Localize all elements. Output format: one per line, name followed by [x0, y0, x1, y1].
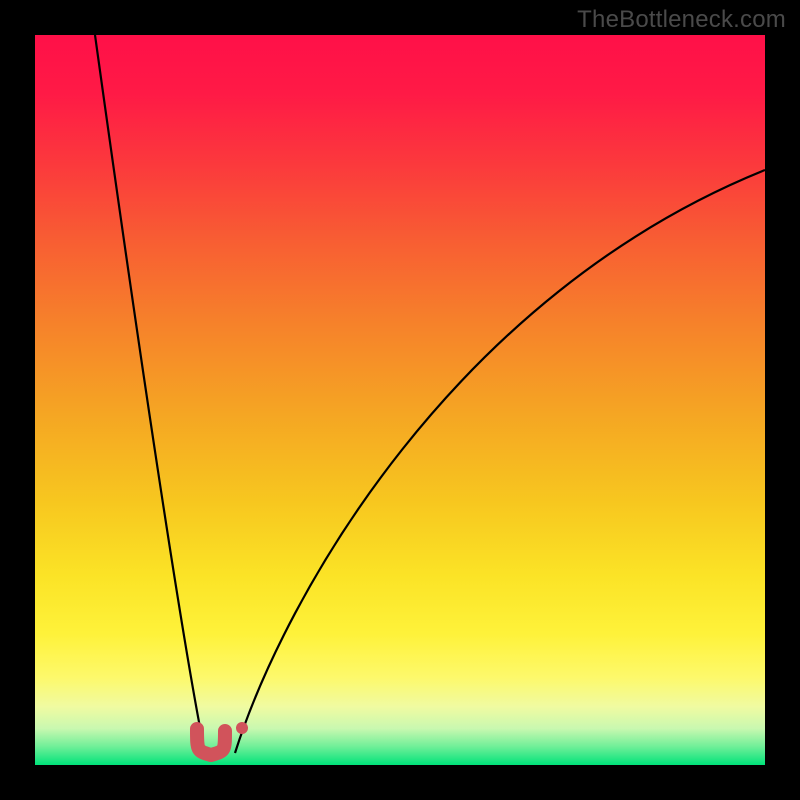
- watermark-text: TheBottleneck.com: [577, 6, 786, 34]
- bottom-u-mark: [197, 729, 225, 755]
- plot-area: [35, 35, 765, 765]
- left-curve: [95, 35, 205, 753]
- curve-overlay: [35, 35, 765, 765]
- bottom-dot-mark: [236, 722, 248, 734]
- right-curve: [235, 170, 765, 753]
